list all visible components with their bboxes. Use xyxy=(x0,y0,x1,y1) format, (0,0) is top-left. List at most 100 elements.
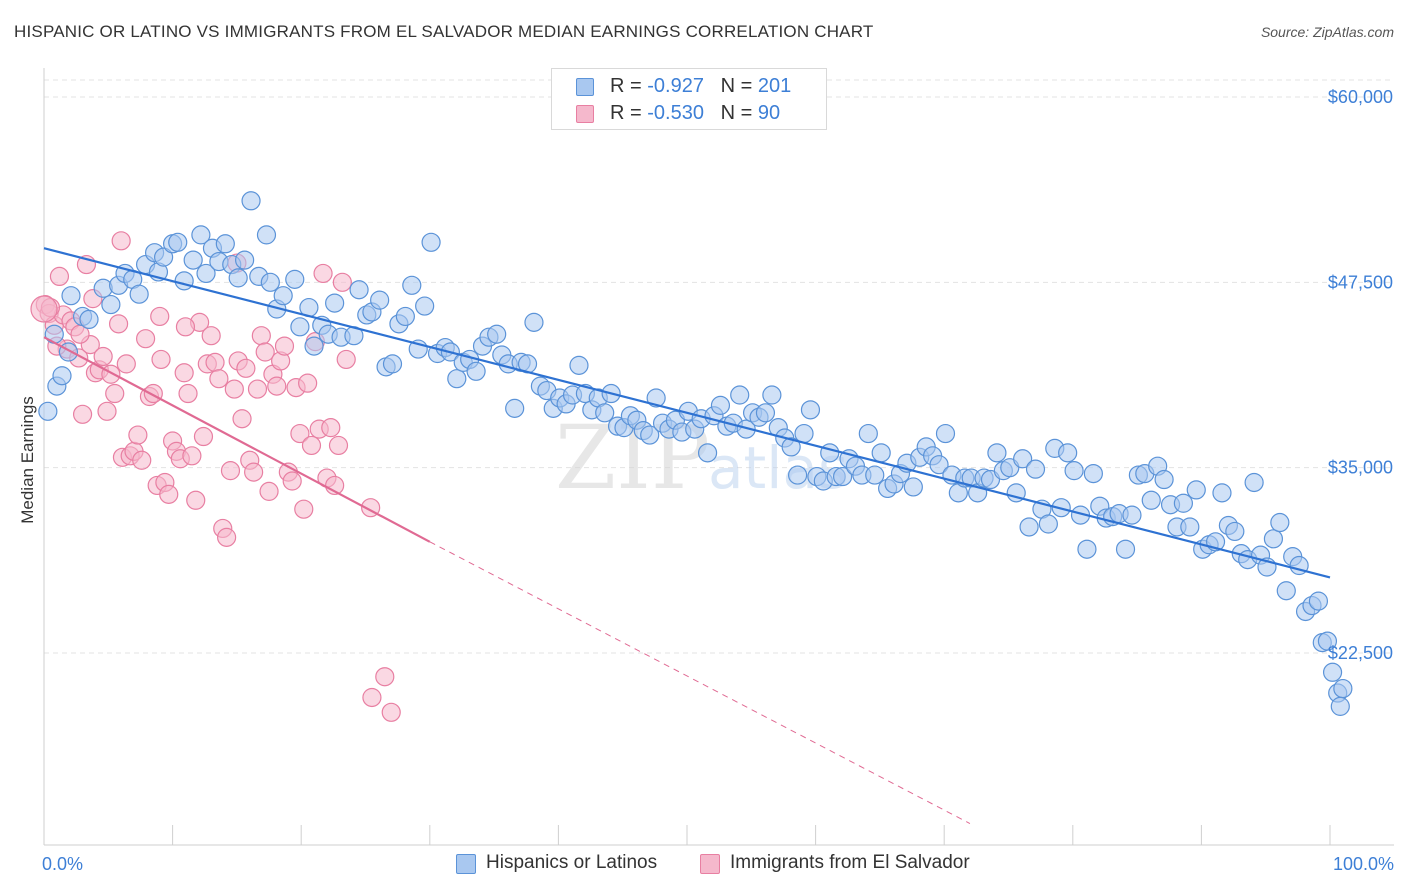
data-point-hispanic xyxy=(1019,517,1039,537)
r-label: R = xyxy=(610,102,648,124)
data-point-el-salvador xyxy=(259,481,279,501)
n-label: N = xyxy=(720,102,758,124)
data-point-hispanic xyxy=(762,385,782,405)
data-point-hispanic xyxy=(382,354,403,374)
data-point-el-salvador xyxy=(72,404,93,424)
data-point-hispanic xyxy=(241,191,261,211)
data-point-el-salvador xyxy=(313,263,333,284)
data-point-hispanic xyxy=(787,465,808,485)
data-point-el-salvador xyxy=(97,401,117,421)
x-tick-label-max: 100.0% xyxy=(1333,854,1394,874)
data-point-el-salvador xyxy=(151,349,171,370)
data-point-hispanic xyxy=(1058,443,1078,463)
data-point-hispanic xyxy=(640,425,660,445)
data-point-hispanic xyxy=(1330,696,1350,716)
trend-line-el-salvador xyxy=(43,336,431,543)
data-point-el-salvador xyxy=(381,702,401,722)
chart-title: HISPANIC OR LATINO VS IMMIGRANTS FROM EL… xyxy=(14,22,874,41)
data-point-el-salvador xyxy=(328,435,349,456)
data-point-hispanic xyxy=(524,312,544,332)
data-point-el-salvador xyxy=(298,373,318,393)
data-point-el-salvador xyxy=(174,363,194,383)
data-point-hispanic xyxy=(1263,529,1284,549)
data-point-el-salvador xyxy=(135,329,156,349)
data-point-el-salvador xyxy=(49,266,70,287)
data-point-hispanic xyxy=(466,361,486,381)
legend-label: Immigrants from El Salvador xyxy=(730,852,970,873)
data-point-hispanic xyxy=(235,250,255,270)
data-point-hispanic xyxy=(865,465,885,485)
data-point-el-salvador xyxy=(116,354,136,374)
data-point-hispanic xyxy=(505,398,525,418)
data-point-el-salvador xyxy=(224,379,244,399)
data-point-hispanic xyxy=(595,403,615,423)
data-point-el-salvador xyxy=(101,364,121,384)
data-point-hispanic xyxy=(858,423,878,444)
data-point-hispanic xyxy=(1141,490,1161,510)
data-point-el-salvador xyxy=(274,336,295,356)
data-point-el-salvador xyxy=(336,349,356,370)
x-tick-label-min: 0.0% xyxy=(42,854,83,874)
data-point-hispanic xyxy=(987,443,1007,463)
data-point-hispanic xyxy=(196,263,216,284)
data-point-hispanic xyxy=(1276,581,1296,601)
data-point-el-salvador xyxy=(244,462,264,482)
data-point-hispanic xyxy=(1013,449,1033,469)
data-point-hispanic xyxy=(290,317,310,337)
data-point-el-salvador xyxy=(332,272,352,292)
data-point-hispanic xyxy=(402,275,422,295)
data-point-hispanic xyxy=(781,437,801,457)
data-point-hispanic xyxy=(370,290,390,310)
data-point-el-salvador xyxy=(247,379,268,399)
data-point-hispanic xyxy=(833,466,853,487)
data-point-el-salvador xyxy=(220,461,241,481)
data-point-hispanic xyxy=(61,286,81,306)
data-point-hispanic xyxy=(1225,521,1245,542)
y-tick-label: $22,500 xyxy=(1328,643,1393,663)
legend-row-el-salvador: R = -0.530 N = 90 xyxy=(552,100,826,128)
correlation-legend: R = -0.927 N = 201 R = -0.530 N = 90 xyxy=(551,68,827,130)
series-hispanic-points xyxy=(38,191,1353,716)
pink-swatch xyxy=(700,854,720,874)
data-point-el-salvador xyxy=(182,446,202,466)
data-point-hispanic xyxy=(1270,512,1290,533)
data-point-hispanic xyxy=(1308,591,1329,611)
data-point-hispanic xyxy=(215,234,235,254)
data-point-hispanic xyxy=(447,369,467,389)
data-point-hispanic xyxy=(38,401,58,421)
data-point-el-salvador xyxy=(294,499,314,519)
data-point-el-salvador xyxy=(209,369,229,389)
data-point-hispanic xyxy=(1333,678,1353,699)
data-point-hispanic xyxy=(304,336,324,356)
series-legend: Hispanics or Latinos Immigrants from El … xyxy=(0,850,1406,880)
n-label: N = xyxy=(720,75,758,97)
data-point-el-salvador xyxy=(111,231,131,251)
r-value: -0.927 xyxy=(647,75,704,97)
data-point-el-salvador xyxy=(267,376,287,396)
data-point-hispanic xyxy=(191,225,211,245)
y-tick-label: $60,000 xyxy=(1328,87,1393,107)
source-credit: Source: ZipAtlas.com xyxy=(1260,24,1394,40)
r-value: -0.530 xyxy=(647,102,704,124)
data-point-el-salvador xyxy=(193,426,214,447)
data-point-hispanic xyxy=(1173,493,1193,513)
data-point-hispanic xyxy=(1154,469,1174,490)
data-point-hispanic xyxy=(260,272,280,292)
data-point-hispanic xyxy=(1317,631,1338,651)
data-point-hispanic xyxy=(1212,483,1232,503)
data-point-hispanic xyxy=(755,403,776,423)
data-point-hispanic xyxy=(273,286,293,306)
data-point-el-salvador xyxy=(362,687,382,708)
data-point-hispanic xyxy=(1083,463,1103,484)
data-point-el-salvador xyxy=(128,425,148,445)
data-point-hispanic xyxy=(421,232,441,252)
data-point-hispanic xyxy=(569,355,589,375)
blue-swatch xyxy=(576,78,594,96)
n-value: 90 xyxy=(757,102,781,124)
data-point-el-salvador xyxy=(150,306,170,327)
data-point-hispanic xyxy=(1122,505,1142,525)
data-point-hispanic xyxy=(325,293,345,313)
trend-line-hispanic xyxy=(43,247,1331,579)
data-point-hispanic xyxy=(871,443,891,463)
